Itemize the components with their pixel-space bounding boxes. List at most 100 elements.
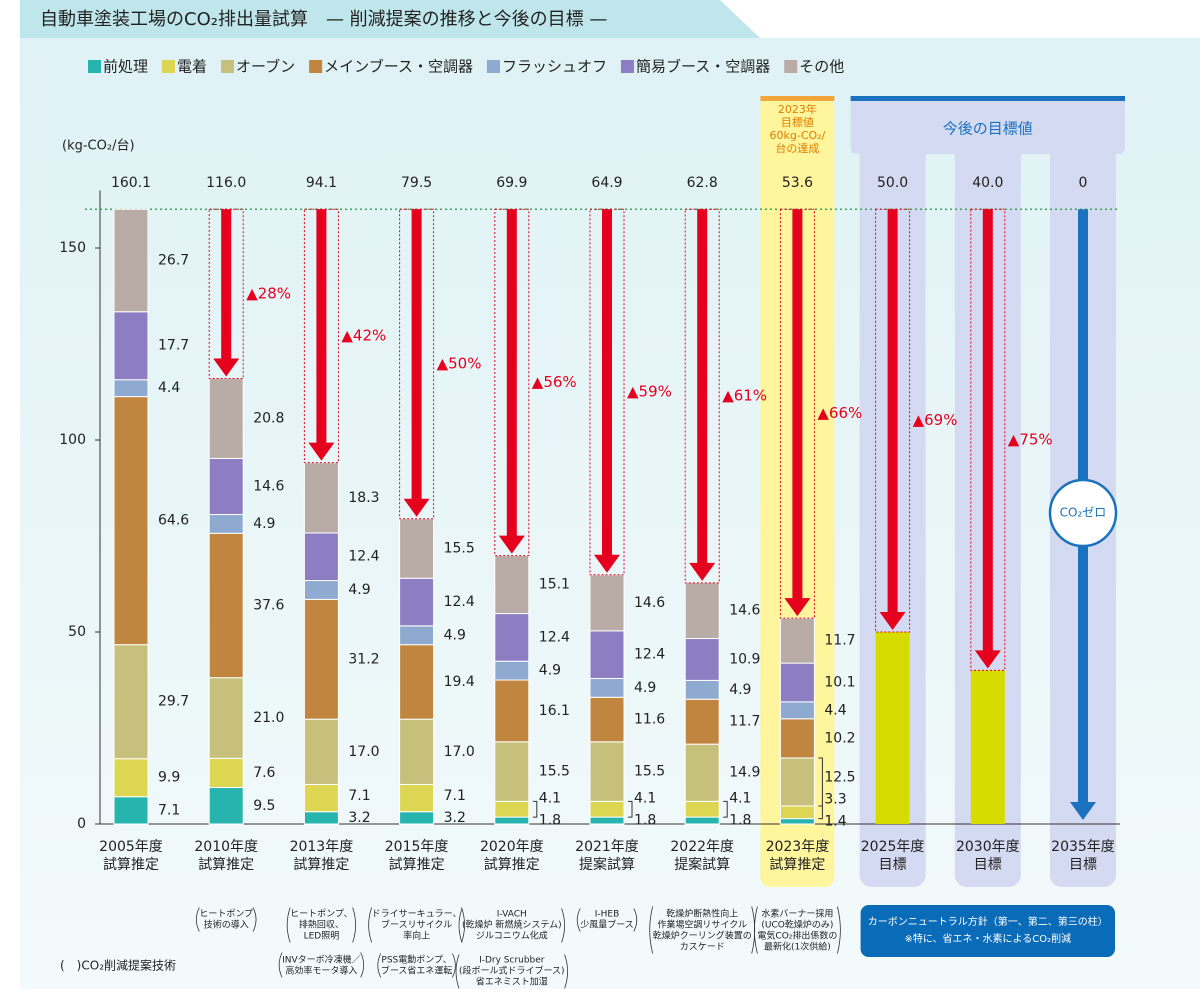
label-bracket: [723, 800, 728, 818]
reduction-arrow: [784, 209, 811, 617]
tech-paren: [368, 907, 465, 943]
tech-text: INVターボ冷凍機／: [282, 954, 361, 966]
bar-segment: [113, 379, 149, 398]
tech-text: I-HEB: [595, 910, 620, 920]
zero-badge: [1048, 478, 1118, 548]
bar-segment: [494, 816, 530, 825]
y-tick-label: 0: [77, 816, 86, 832]
y-axis-label: (kg-CO₂/台): [62, 139, 135, 154]
x-tick-label: 試算推定: [198, 857, 254, 873]
x-tick-label: 2021年度: [575, 839, 639, 855]
bar-segment: [399, 625, 435, 646]
total-label: 116.0: [206, 175, 246, 191]
tech-text: ドライサーキュラー、: [372, 909, 462, 920]
x-tick-label: 2015年度: [385, 839, 449, 855]
segment-label: 9.9: [158, 770, 180, 786]
segment-label: 21.0: [253, 710, 284, 726]
future-label: 今後の目標値: [943, 120, 1033, 138]
zero-label: CO₂ゼロ: [1060, 506, 1107, 520]
bar-segment: [113, 644, 149, 760]
tech-text: (乾燥炉 新燃焼システム): [462, 919, 562, 931]
segment-label: 14.6: [253, 478, 284, 494]
bar-segment: [113, 796, 149, 825]
bar-segment: [303, 718, 339, 785]
milestone-top: [760, 96, 835, 101]
bar-segment: [684, 679, 720, 700]
x-tick-label: 2022年度: [670, 839, 734, 855]
tech-text: I-VACH: [497, 910, 527, 920]
bar-segment: [113, 311, 149, 381]
bar-segment: [779, 718, 815, 759]
segment-label: 12.4: [348, 549, 379, 565]
bar-segment: [589, 574, 625, 632]
legend-label: メインブース・空調器: [324, 58, 473, 76]
segment-label: 1.4: [824, 813, 846, 829]
bar-segment: [494, 741, 530, 802]
bar-segment: [589, 677, 625, 698]
segment-label: 11.7: [824, 633, 855, 649]
legend-label: フラッシュオフ: [502, 58, 607, 76]
bar-segment: [589, 630, 625, 679]
future-header: [850, 96, 1125, 154]
reduction-label: ▲75%: [1008, 430, 1053, 448]
bar-segment: [399, 577, 435, 627]
bar-segment: [684, 800, 720, 818]
bar-segment: [589, 696, 625, 743]
bar-segment: [303, 598, 339, 720]
tech-text: ジルコニウム化成: [476, 930, 548, 942]
reduction-label: ▲50%: [437, 354, 482, 372]
segment-label: 4.1: [729, 791, 751, 807]
y-tick-label: 150: [59, 240, 86, 256]
segment-label: 16.1: [539, 703, 570, 719]
total-label: 69.9: [496, 175, 527, 191]
legend-swatch: [88, 60, 101, 73]
label-bracket: [532, 800, 538, 818]
segment-label: 7.1: [348, 788, 370, 804]
segment-label: 7.1: [444, 788, 466, 804]
segment-label: 37.6: [253, 598, 284, 614]
reduction-arrow: [594, 209, 620, 573]
segment-label: 12.5: [824, 769, 855, 785]
x-tick-label: 試算推定: [769, 857, 825, 873]
segment-label: 10.1: [824, 674, 855, 690]
target-bar: [970, 670, 1005, 824]
milestone-note: 台の達成: [775, 141, 819, 155]
bar-segment: [399, 783, 435, 813]
x-tick-label: 試算推定: [103, 857, 159, 873]
x-tick-label: 試算推定: [293, 857, 349, 873]
tech-text: ヒートポンプ、: [290, 909, 352, 920]
x-tick-label: 2030年度: [956, 839, 1020, 855]
legend-swatch: [162, 60, 176, 73]
segment-label: 4.9: [348, 582, 370, 598]
tech-text: (段ボール式ドライブース): [459, 965, 565, 977]
segment-label: 15.1: [539, 577, 570, 593]
bar-segment: [779, 805, 815, 820]
segment-label: 19.4: [444, 674, 475, 690]
x-tick-label: 2020年度: [480, 839, 544, 855]
total-label: 160.1: [111, 175, 151, 191]
milestone-note: 60kg-CO₂/: [770, 129, 826, 142]
reduction-arrow: [689, 209, 716, 581]
future-header-line: [850, 96, 1125, 101]
reduction-label: ▲61%: [722, 387, 767, 405]
segment-label: 10.9: [729, 651, 760, 667]
segment-label: 26.7: [158, 252, 189, 268]
segment-label: 3.2: [444, 810, 466, 826]
bar-segment: [494, 800, 530, 818]
bar-segment: [684, 581, 720, 640]
segment-label: 14.6: [729, 602, 760, 618]
label-bracket: [818, 757, 823, 807]
bar-segment: [589, 816, 625, 825]
segment-label: 4.4: [824, 702, 846, 718]
legend-swatch: [221, 60, 235, 73]
segment-label: 18.3: [348, 490, 379, 506]
bar-segment: [208, 378, 244, 459]
bar-segment: [494, 555, 530, 615]
tech-paren: [455, 954, 568, 989]
tech-text: ブース省エネ運転: [381, 965, 453, 977]
segment-label: 12.4: [539, 629, 570, 645]
segment-label: 11.6: [634, 712, 665, 728]
bar-segment: [589, 800, 625, 818]
x-tick-label: 目標: [879, 857, 907, 873]
chart-title: 自動車塗装工場のCO₂排出量試算 — 削減提案の推移と今後の目標 —: [40, 8, 607, 30]
